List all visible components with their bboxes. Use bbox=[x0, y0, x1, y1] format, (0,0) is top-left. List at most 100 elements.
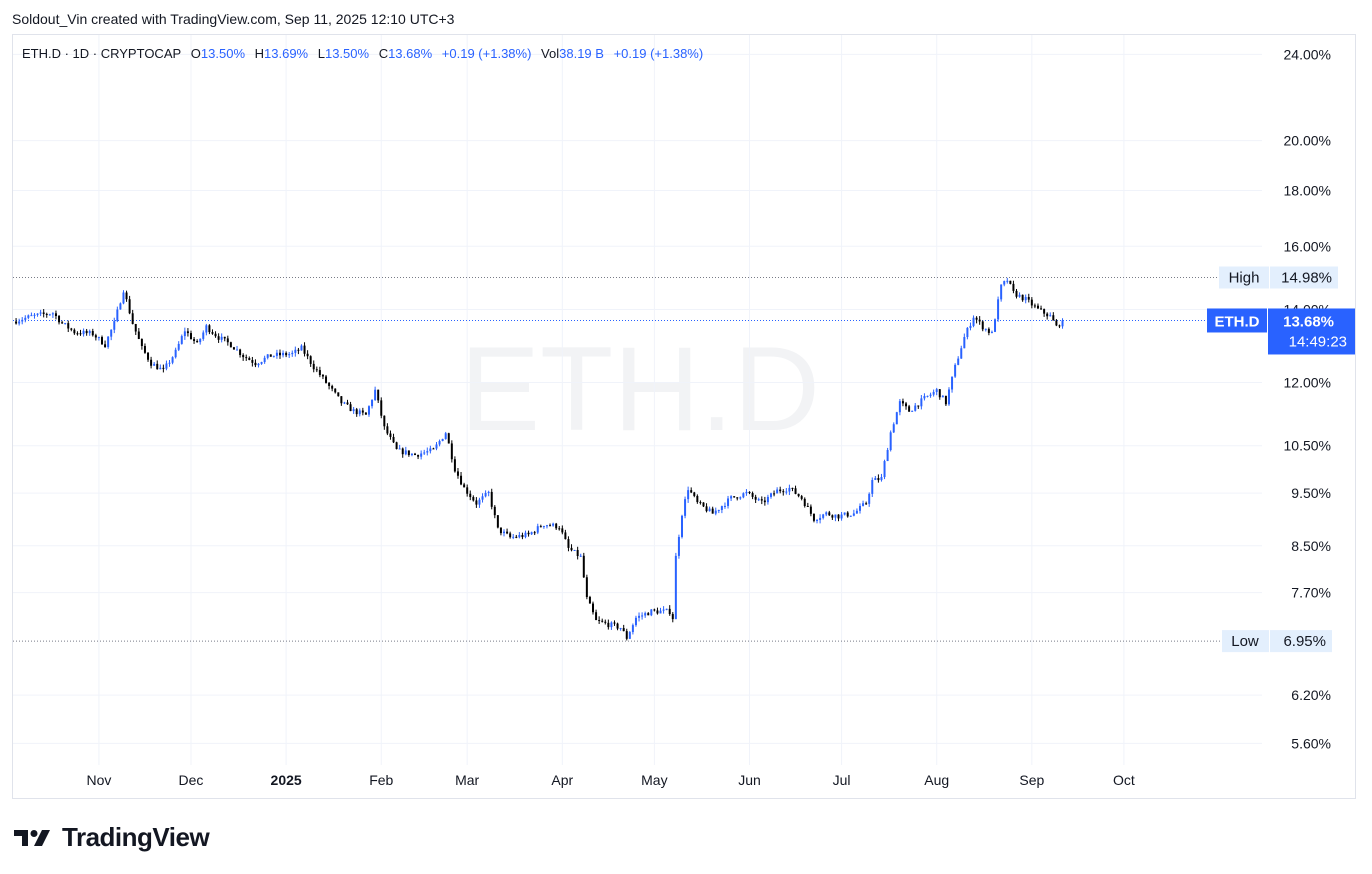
candle bbox=[257, 363, 260, 368]
candle bbox=[481, 493, 484, 503]
candle bbox=[644, 611, 647, 618]
candle bbox=[291, 350, 294, 357]
candle bbox=[641, 612, 644, 620]
candle bbox=[107, 336, 110, 349]
candle bbox=[662, 606, 665, 614]
candle-body bbox=[671, 614, 674, 620]
candle bbox=[1049, 312, 1052, 317]
candle bbox=[831, 514, 834, 520]
candle-body bbox=[453, 459, 456, 472]
candle-body bbox=[334, 388, 337, 393]
candle-body bbox=[665, 608, 668, 610]
candle bbox=[131, 309, 134, 325]
candle-body bbox=[168, 362, 171, 364]
candle-body bbox=[766, 496, 769, 503]
candle-body bbox=[714, 510, 717, 514]
candle bbox=[232, 346, 235, 350]
candle-body bbox=[748, 491, 751, 494]
candle-body bbox=[1027, 297, 1030, 300]
candle-body bbox=[1000, 284, 1003, 300]
candle bbox=[634, 615, 637, 627]
candle bbox=[21, 317, 24, 325]
candle-body bbox=[963, 337, 966, 349]
candle-body bbox=[423, 452, 426, 454]
candle bbox=[607, 619, 610, 630]
candle bbox=[423, 449, 426, 455]
candle bbox=[616, 622, 619, 631]
candle-body bbox=[601, 620, 604, 622]
candle-body bbox=[653, 609, 656, 611]
candle-body bbox=[628, 632, 631, 639]
candle bbox=[920, 395, 923, 410]
candle bbox=[923, 393, 926, 401]
candle-body bbox=[232, 347, 235, 350]
candle-body bbox=[588, 597, 591, 604]
candle-body bbox=[202, 332, 205, 339]
candle bbox=[595, 609, 598, 621]
candle-body bbox=[763, 500, 766, 503]
candle bbox=[527, 530, 530, 537]
candle-body bbox=[380, 400, 383, 416]
candle bbox=[552, 522, 555, 527]
candle-body bbox=[561, 528, 564, 533]
candle bbox=[788, 484, 791, 496]
candle bbox=[214, 331, 217, 338]
candle bbox=[947, 387, 950, 406]
candle bbox=[938, 389, 941, 400]
candle-body bbox=[211, 332, 214, 334]
candle-body bbox=[806, 505, 809, 507]
candle-body bbox=[923, 396, 926, 399]
candle-body bbox=[85, 330, 88, 334]
candle-body bbox=[100, 337, 103, 345]
candle-body bbox=[94, 335, 97, 338]
candle bbox=[1036, 303, 1039, 310]
candle bbox=[260, 361, 263, 365]
candle-body bbox=[576, 550, 579, 557]
legend-symbol[interactable]: ETH.D · 1D · CRYPTOCAP bbox=[22, 46, 182, 61]
candle-body bbox=[88, 331, 91, 334]
candle bbox=[70, 327, 73, 332]
candle bbox=[812, 513, 815, 523]
candle-body bbox=[754, 496, 757, 500]
candle bbox=[453, 456, 456, 473]
candle bbox=[862, 500, 865, 507]
candle-body bbox=[70, 328, 73, 330]
x-tick-label: Jul bbox=[833, 772, 851, 788]
candle-body bbox=[886, 450, 889, 462]
candle-body bbox=[825, 512, 828, 515]
candle bbox=[625, 628, 628, 641]
tradingview-logo[interactable]: TradingView bbox=[14, 822, 210, 853]
candle-body bbox=[150, 359, 153, 366]
candle bbox=[561, 525, 564, 535]
low-label: Low bbox=[1231, 633, 1259, 650]
candle-body bbox=[720, 506, 723, 510]
candle-body bbox=[524, 532, 527, 538]
candle-body bbox=[782, 491, 785, 493]
candle bbox=[33, 313, 36, 319]
candle bbox=[205, 323, 208, 336]
candle bbox=[990, 330, 993, 334]
candle bbox=[383, 415, 386, 430]
candle bbox=[613, 620, 616, 626]
candle-body bbox=[220, 336, 223, 340]
candle-body bbox=[969, 325, 972, 328]
candle-body bbox=[932, 391, 935, 395]
candle bbox=[1018, 292, 1021, 298]
candle-body bbox=[54, 313, 57, 317]
legend-open-label: O bbox=[190, 46, 201, 61]
candle bbox=[426, 447, 429, 456]
legend-open: 13.50% bbox=[200, 46, 245, 61]
low-label-box bbox=[1222, 630, 1269, 653]
candle bbox=[653, 608, 656, 612]
y-tick-label: 5.60% bbox=[1291, 735, 1331, 751]
candle bbox=[208, 324, 211, 335]
candle bbox=[797, 493, 800, 498]
candle-body bbox=[426, 451, 429, 453]
candle bbox=[401, 447, 404, 458]
candle bbox=[822, 513, 825, 520]
candle-body bbox=[358, 410, 361, 415]
candle bbox=[380, 397, 383, 419]
candle-body bbox=[67, 323, 70, 329]
candle bbox=[24, 315, 27, 323]
